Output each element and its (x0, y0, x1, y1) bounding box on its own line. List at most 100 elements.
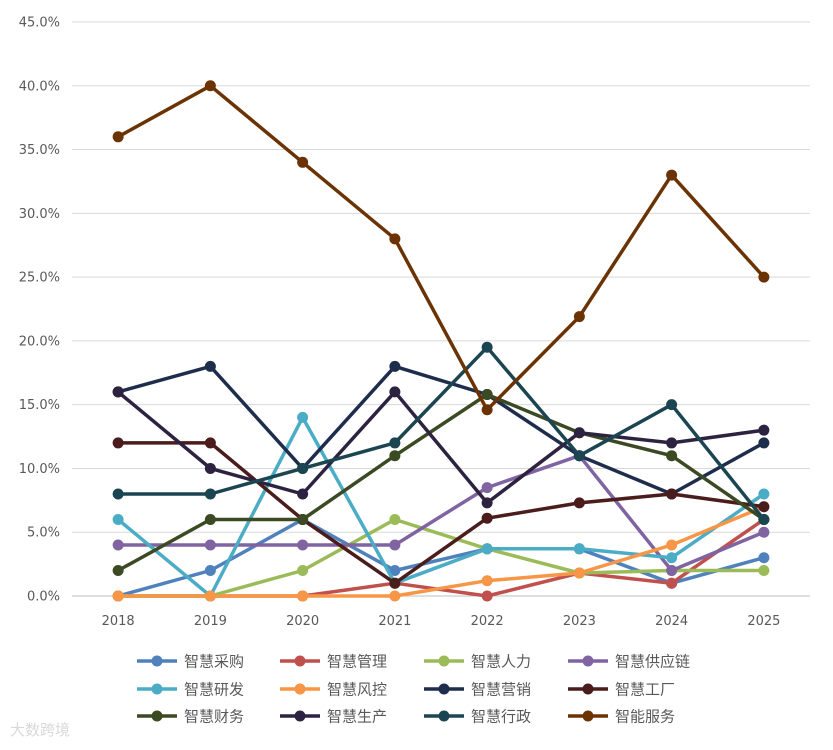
series-line (116, 415, 766, 598)
data-point (573, 427, 585, 439)
data-point (389, 564, 401, 576)
data-point (481, 388, 493, 400)
data-point (758, 513, 770, 525)
data-point (666, 552, 678, 564)
series-line (116, 441, 766, 585)
legend-label: 智慧供应链 (615, 653, 690, 671)
y-tick-label: 25.0% (19, 271, 60, 286)
data-point (297, 411, 309, 423)
data-point (112, 564, 124, 576)
series-10 (112, 386, 770, 509)
legend-marker (438, 683, 450, 695)
data-point (297, 156, 309, 168)
data-point (389, 360, 401, 372)
legend-label: 智能服务 (615, 708, 675, 726)
data-point (389, 577, 401, 589)
data-point (666, 539, 678, 551)
data-point (573, 567, 585, 579)
data-point (204, 462, 216, 474)
data-point (112, 488, 124, 500)
data-point (112, 590, 124, 602)
data-point (758, 552, 770, 564)
data-point (666, 564, 678, 576)
data-point (758, 488, 770, 500)
series-line (116, 517, 766, 598)
data-point (666, 450, 678, 462)
data-point (573, 543, 585, 555)
data-point (297, 488, 309, 500)
data-point (481, 497, 493, 509)
data-point (204, 539, 216, 551)
legend-label: 智慧风控 (327, 681, 387, 699)
data-point (112, 437, 124, 449)
y-tick-label: 5.0% (27, 526, 60, 541)
legend-label: 智慧行政 (471, 708, 531, 726)
series-line (116, 504, 766, 598)
legend-item: 智能服务 (568, 708, 675, 726)
legend-marker (438, 655, 450, 667)
legend-item: 智慧生产 (280, 708, 387, 726)
data-point (666, 399, 678, 411)
data-point (297, 513, 309, 525)
legend-marker (582, 710, 594, 722)
data-point (573, 497, 585, 509)
data-point (573, 311, 585, 323)
legend-marker (582, 683, 594, 695)
watermark-text: 大数跨境 (10, 721, 71, 739)
legend-label: 智慧工厂 (615, 681, 675, 699)
legend-item: 智慧研发 (137, 681, 244, 699)
legend-item: 智慧供应链 (568, 653, 690, 671)
data-point (758, 526, 770, 538)
y-tick-label: 15.0% (19, 398, 60, 413)
data-point (758, 424, 770, 436)
data-point (758, 564, 770, 576)
data-point (666, 488, 678, 500)
data-point (204, 80, 216, 92)
data-point (666, 169, 678, 181)
legend-label: 智慧研发 (184, 681, 244, 699)
data-point (389, 590, 401, 602)
data-point (297, 539, 309, 551)
data-point (112, 131, 124, 143)
series-line (116, 84, 766, 412)
series-7 (112, 360, 770, 500)
x-tick-label: 2020 (286, 614, 319, 629)
legend-item: 智慧行政 (424, 708, 531, 726)
legend-label: 智慧人力 (471, 653, 531, 671)
data-point (297, 590, 309, 602)
y-tick-label: 45.0% (19, 16, 60, 31)
x-tick-label: 2021 (378, 614, 411, 629)
series-11 (112, 341, 770, 525)
data-point (204, 590, 216, 602)
y-tick-label: 35.0% (19, 143, 60, 158)
y-tick-label: 30.0% (19, 207, 60, 222)
x-tick-label: 2022 (471, 614, 504, 629)
series-line (116, 392, 766, 573)
data-point (112, 539, 124, 551)
legend-item: 智慧风控 (280, 681, 387, 699)
legend-label: 智慧营销 (471, 681, 531, 699)
data-point (389, 386, 401, 398)
legend-marker (151, 655, 163, 667)
legend-label: 智慧财务 (184, 708, 244, 726)
legend-marker (151, 683, 163, 695)
x-tick-label: 2023 (563, 614, 596, 629)
data-point (758, 437, 770, 449)
data-point (481, 590, 493, 602)
legend-marker (294, 683, 306, 695)
data-point (666, 437, 678, 449)
data-point (481, 482, 493, 494)
legend-marker (438, 710, 450, 722)
x-tick-label: 2024 (655, 614, 688, 629)
legend-item: 智慧采购 (137, 653, 244, 671)
y-tick-label: 40.0% (19, 79, 60, 94)
data-point (389, 513, 401, 525)
legend-label: 智慧生产 (327, 708, 387, 726)
y-tick-label: 20.0% (19, 334, 60, 349)
data-point (297, 462, 309, 474)
data-point (758, 501, 770, 513)
legend-marker (294, 655, 306, 667)
